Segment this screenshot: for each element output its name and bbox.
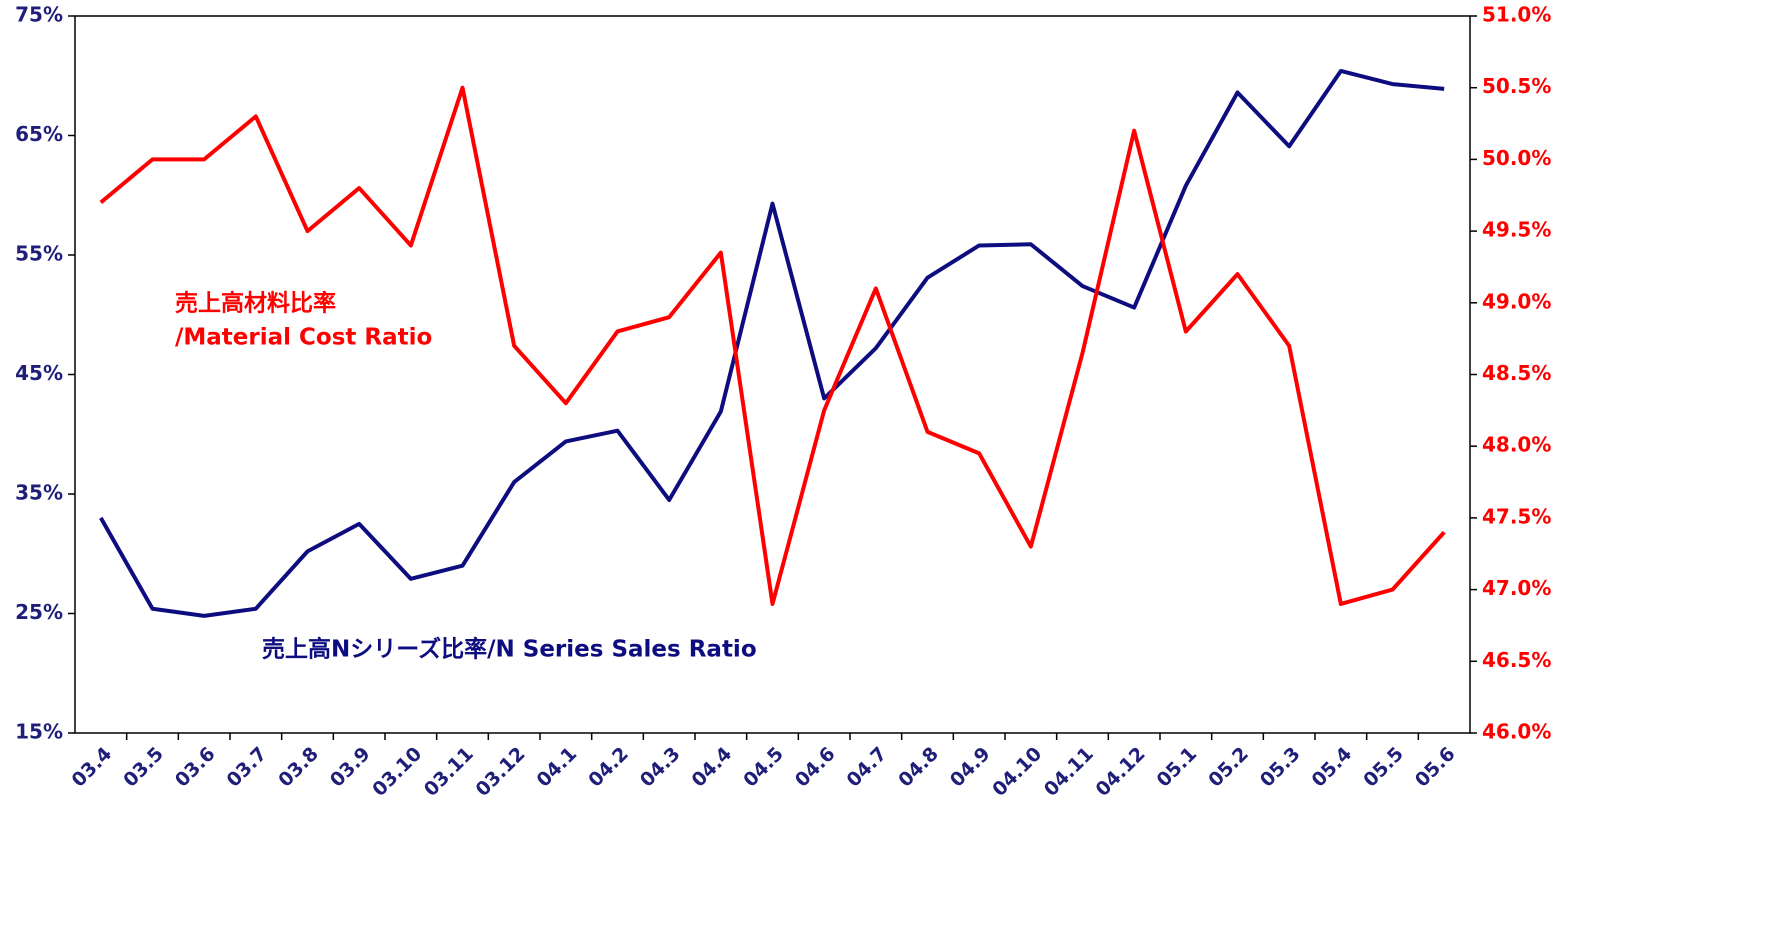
y2-tick-label: 51.0% xyxy=(1482,3,1551,27)
x-tick-label: 04.5 xyxy=(739,743,788,792)
x-tick-label: 04.6 xyxy=(791,743,840,792)
y2-tick-label: 50.0% xyxy=(1482,146,1551,170)
y2-tick-label: 46.0% xyxy=(1482,720,1551,744)
x-tick-label: 04.1 xyxy=(533,743,582,792)
x-tick-label: 04.9 xyxy=(946,743,995,792)
x-tick-label: 05.5 xyxy=(1359,743,1408,792)
series-line xyxy=(99,85,1446,606)
x-tick-label: 05.4 xyxy=(1308,743,1357,792)
x-tick-label: 04.10 xyxy=(988,743,1046,801)
x-tick-label: 03.6 xyxy=(171,743,220,792)
y2-tick-label: 49.0% xyxy=(1482,289,1551,313)
y-tick-label: 35% xyxy=(15,481,63,505)
y2-tick-label: 48.0% xyxy=(1482,433,1551,457)
y-tick-label: 65% xyxy=(15,122,63,146)
series-line xyxy=(99,68,1445,618)
annotation: 売上高材料比率 xyxy=(175,290,336,317)
annotation: 売上高Nシリーズ比率/N Series Sales Ratio xyxy=(262,636,757,663)
x-tick-label: 05.3 xyxy=(1256,743,1305,792)
y2-tick-label: 47.0% xyxy=(1482,576,1551,600)
y2-tick-label: 47.5% xyxy=(1482,504,1551,528)
x-tick-label: 04.4 xyxy=(688,743,737,792)
y-tick-label: 55% xyxy=(15,242,63,266)
x-tick-label: 03.7 xyxy=(223,743,272,792)
y2-tick-label: 49.5% xyxy=(1482,218,1551,242)
x-tick-label: 03.5 xyxy=(119,743,168,792)
plot-frame xyxy=(74,15,1471,734)
y-tick-label: 45% xyxy=(15,361,63,385)
x-tick-label: 04.11 xyxy=(1040,743,1098,801)
y2-tick-label: 48.5% xyxy=(1482,361,1551,385)
y2-tick-label: 46.5% xyxy=(1482,648,1551,672)
x-tick-label: 04.12 xyxy=(1092,743,1150,801)
x-tick-label: 03.10 xyxy=(368,743,426,801)
x-tick-label: 04.2 xyxy=(584,743,633,792)
y-tick-label: 25% xyxy=(15,600,63,624)
x-tick-label: 05.1 xyxy=(1153,743,1202,792)
annotation: /Material Cost Ratio xyxy=(175,325,432,351)
x-tick-label: 05.6 xyxy=(1411,743,1460,792)
x-tick-label: 04.8 xyxy=(894,743,943,792)
x-tick-label: 03.8 xyxy=(274,743,323,792)
x-tick-label: 03.4 xyxy=(68,743,117,792)
x-tick-label: 03.11 xyxy=(420,743,478,801)
x-tick-label: 04.7 xyxy=(843,743,892,792)
x-tick-label: 05.2 xyxy=(1204,743,1253,792)
y-tick-label: 75% xyxy=(15,3,63,27)
x-tick-label: 04.3 xyxy=(636,743,685,792)
y-tick-label: 15% xyxy=(15,720,63,744)
x-tick-label: 03.12 xyxy=(472,743,530,801)
x-tick-label: 03.9 xyxy=(326,743,375,792)
y2-tick-label: 50.5% xyxy=(1482,74,1551,98)
